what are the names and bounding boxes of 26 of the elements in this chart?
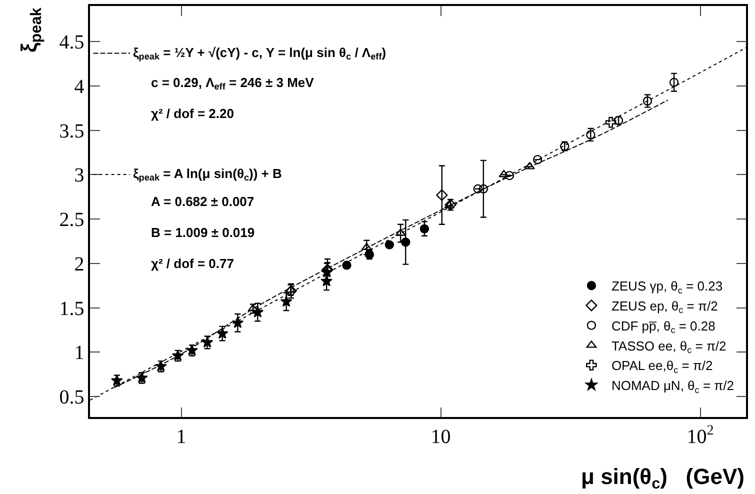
x-tick-label: 1: [176, 426, 186, 448]
legend-label: ZEUS γp, θ$_{c}$ = 0.23: [611, 278, 723, 296]
y-tick-label: 3.5: [59, 120, 84, 142]
legend-label: TASSO ee, θ$_{c}$ = π/2: [611, 338, 726, 356]
legend-label: ξ$_{peak}$ = A ln(μ sin(θ$_{c}$)) + B: [133, 166, 282, 183]
y-tick-label: 1.5: [59, 298, 84, 320]
annotation: c = 0.29, Λ$_{eff}$ = 246 ± 3 MeV: [151, 75, 314, 92]
y-tick-label: 1: [74, 342, 84, 364]
annotation: A = 0.682 ± 0.007: [151, 194, 254, 209]
y-tick-label: 0.5: [59, 386, 84, 409]
y-tick-label: 2.5: [59, 209, 84, 232]
annotation: χ² / dof = 2.20: [151, 106, 234, 121]
y-tick-label: 2: [74, 253, 84, 276]
legend-label: NOMAD μN, θ$_{c}$ = π/2: [611, 378, 734, 395]
annotation: B = 1.009 ± 0.019: [151, 225, 255, 240]
legend-label: OPAL ee,θ$_{c}$ = π/2: [611, 358, 713, 375]
legend-label: CDF pp̅, θ$_{c}$ = 0.28: [611, 318, 716, 336]
legend-label: ξ$_{peak}$ = ½Y + √(cY) - c, Y = ln(μ sin θ$_{c}$ / Λ$_{eff}$): [133, 45, 386, 62]
x-tick-label: 10: [430, 426, 451, 448]
legend-label: ZEUS ep, θ$_{c}$ = π/2: [611, 298, 718, 316]
x-tick-label: 10$^{2}$: [686, 423, 714, 448]
y-tick-label: 3: [74, 164, 84, 187]
y-tick-label: 4.5: [59, 32, 84, 54]
annotation: χ² / dof = 0.77: [151, 256, 234, 271]
y-tick-label: 4: [74, 76, 84, 98]
x-axis-title: μ sin(θ$_{c}$) (GeV): [581, 464, 744, 493]
